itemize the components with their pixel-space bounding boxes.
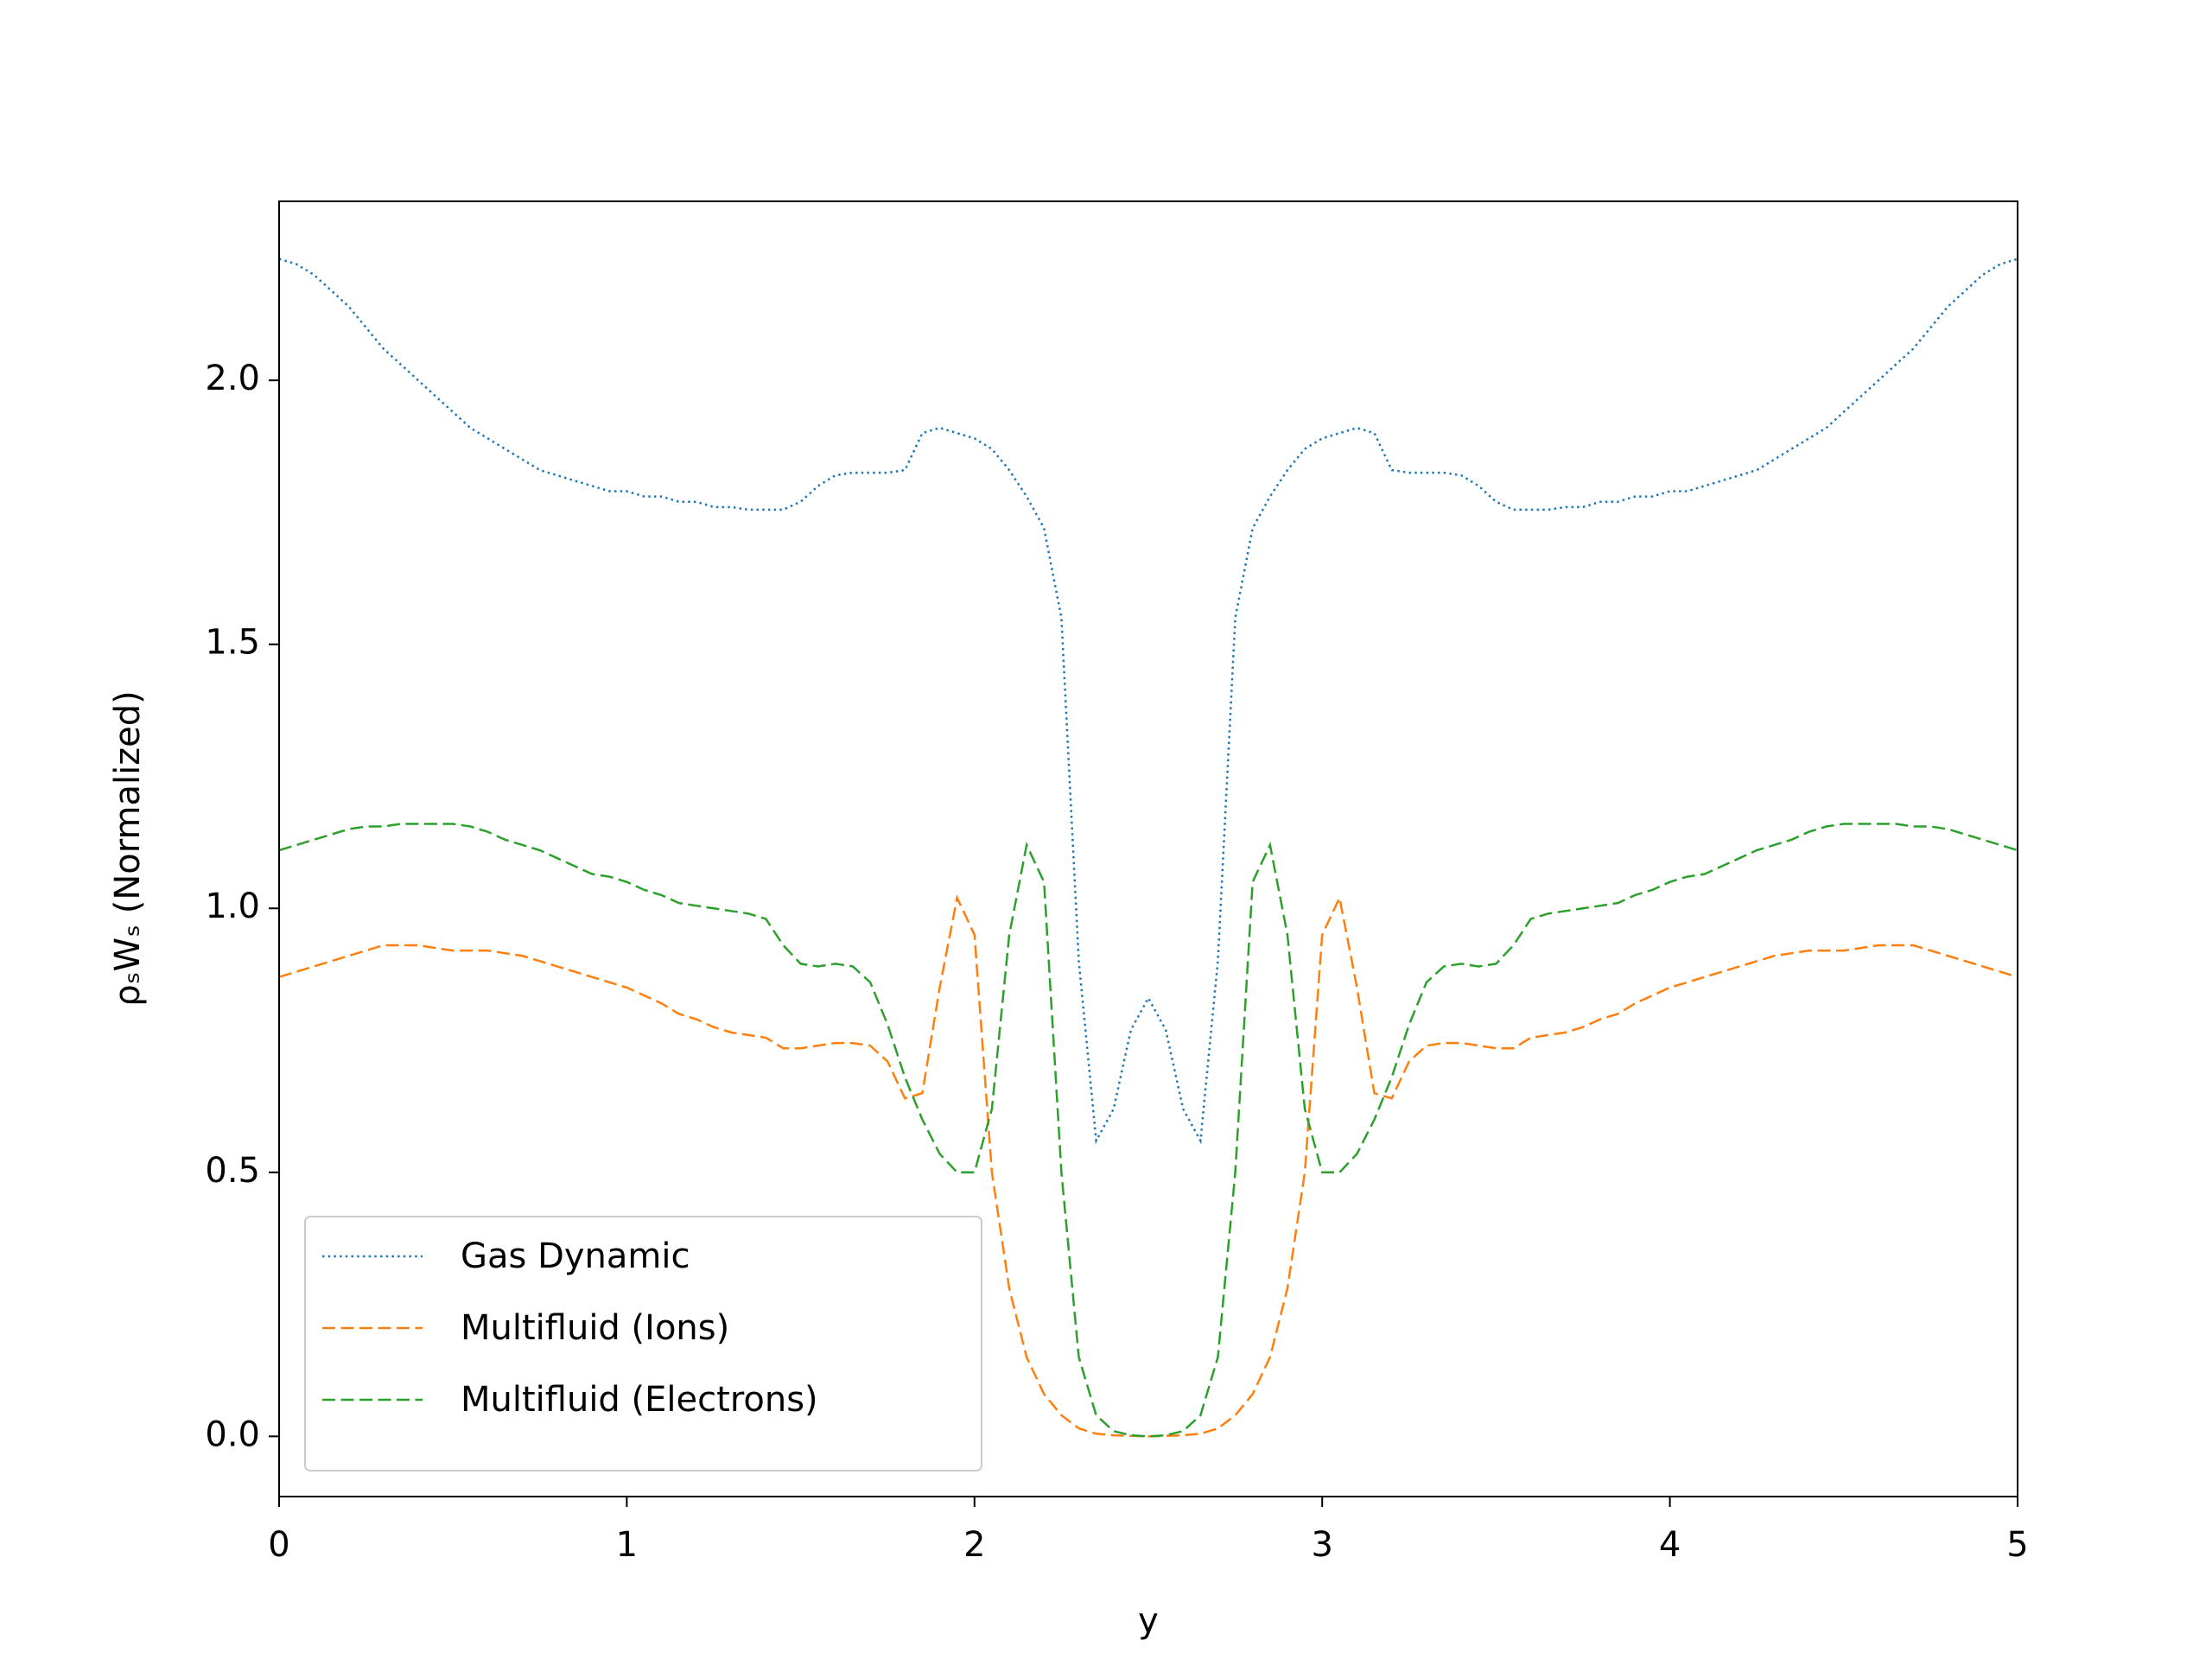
legend-box xyxy=(304,1216,982,1471)
x-tick-label: 1 xyxy=(616,1525,638,1565)
y-tick-label: 0.0 xyxy=(205,1414,260,1454)
y-axis-label: ρₛWₛ (Normalized) xyxy=(108,690,148,1007)
data-line xyxy=(278,257,2018,1145)
y-tick-label: 1.0 xyxy=(205,887,260,926)
x-tick-label: 2 xyxy=(963,1525,985,1565)
data-line xyxy=(278,894,2018,1438)
x-axis-label: y xyxy=(1138,1601,1159,1641)
y-tick-label: 0.5 xyxy=(205,1151,260,1191)
data-line xyxy=(278,823,2018,1438)
legend-label: Multifluid (Electrons) xyxy=(461,1380,818,1420)
legend-label: Multifluid (Ions) xyxy=(461,1308,729,1348)
x-tick-label: 3 xyxy=(1311,1525,1332,1565)
x-tick-label: 0 xyxy=(268,1525,289,1565)
x-tick-label: 5 xyxy=(2006,1525,2028,1565)
y-tick-label: 1.5 xyxy=(205,623,260,663)
plot-frame xyxy=(278,200,2018,1497)
legend-label: Gas Dynamic xyxy=(461,1236,690,1276)
x-tick-label: 4 xyxy=(1659,1525,1681,1565)
y-tick-label: 2.0 xyxy=(205,359,260,398)
